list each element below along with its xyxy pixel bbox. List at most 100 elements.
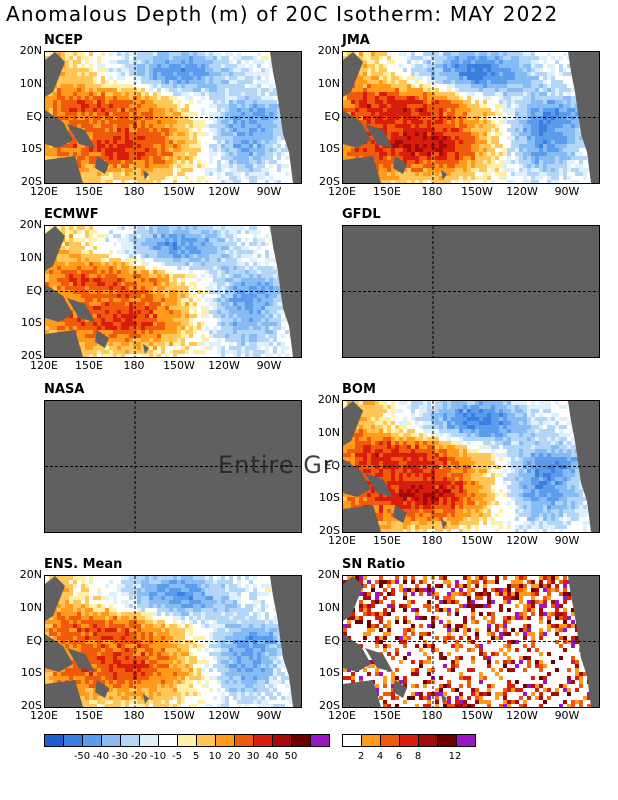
- panel-title: JMA: [342, 33, 370, 48]
- colorbar-swatch: [400, 735, 419, 746]
- overlay-text: Entire Gr: [218, 451, 334, 479]
- colorbar-tick-label: -10: [149, 751, 167, 762]
- colorbar-swatch: [178, 735, 197, 746]
- colorbar-swatch: [140, 735, 159, 746]
- colorbar-tick-label: 10: [208, 751, 222, 762]
- lat-label: 10N: [317, 76, 340, 90]
- panel-title: GFDL: [342, 207, 381, 222]
- panel-title: SN Ratio: [342, 557, 406, 572]
- depth-colorbar: [44, 734, 330, 747]
- lon-label: 120E: [328, 709, 356, 722]
- lon-label: 120W: [506, 185, 538, 198]
- colorbar-tick-label: -30: [111, 751, 129, 762]
- lon-label: 150E: [373, 534, 401, 547]
- colorbar-swatch: [235, 735, 254, 746]
- lon-label: 150W: [461, 534, 493, 547]
- lat-label: 20N: [317, 44, 340, 57]
- panel-title: ENS. Mean: [44, 557, 123, 572]
- lon-label: 120E: [30, 359, 58, 372]
- colorbar-swatch: [83, 735, 102, 746]
- lon-label: 180: [123, 709, 145, 722]
- lon-label: 90W: [256, 185, 282, 198]
- map-field-bom: [342, 400, 600, 533]
- lon-label: 180: [421, 709, 443, 722]
- lat-label: 10S: [319, 666, 340, 680]
- map-field-sn: [342, 575, 600, 708]
- lon-label: 90W: [554, 534, 580, 547]
- colorbar-tick-label: 20: [227, 751, 241, 762]
- lat-label: 20S: [319, 175, 340, 188]
- lat-label: 20N: [19, 568, 42, 581]
- lon-label: 150E: [373, 709, 401, 722]
- lon-label: 150E: [75, 709, 103, 722]
- colorbar-swatch: [45, 735, 64, 746]
- lon-label: 150W: [163, 709, 195, 722]
- lon-label: 180: [123, 185, 145, 198]
- lat-label: 20S: [319, 524, 340, 537]
- lon-label: 90W: [256, 359, 282, 372]
- lon-label: 120E: [30, 185, 58, 198]
- lon-label: 90W: [256, 709, 282, 722]
- colorbar-swatch: [457, 735, 475, 746]
- lat-label: 10N: [19, 76, 42, 90]
- colorbar-tick-label: 40: [265, 751, 279, 762]
- colorbar-swatch: [254, 735, 273, 746]
- lon-label: 120E: [328, 534, 356, 547]
- lat-label: 10S: [21, 666, 42, 680]
- colorbar-tick-label: 30: [246, 751, 260, 762]
- lon-label: 120W: [506, 534, 538, 547]
- panel-title: NASA: [44, 382, 85, 397]
- colorbar-tick-label: -20: [130, 751, 148, 762]
- colorbar-tick-label: 5: [192, 751, 200, 762]
- colorbar-swatch: [292, 735, 311, 746]
- colorbar-swatch: [273, 735, 292, 746]
- lon-label: 120E: [328, 185, 356, 198]
- panel-title: BOM: [342, 382, 376, 397]
- lat-label: 20N: [19, 44, 42, 57]
- colorbar-swatch: [419, 735, 438, 746]
- colorbar-tick-label: 8: [414, 751, 422, 762]
- lon-label: 120W: [208, 359, 240, 372]
- lat-label: 10S: [319, 491, 340, 505]
- lat-label: 20N: [19, 218, 42, 231]
- lat-label: EQ: [26, 283, 42, 297]
- colorbar-swatch: [159, 735, 178, 746]
- figure-title: Anomalous Depth (m) of 20C Isotherm: MAY…: [6, 2, 559, 26]
- lon-label: 150E: [75, 359, 103, 372]
- map-field-ecmwf: [44, 225, 302, 358]
- colorbar-swatch: [362, 735, 381, 746]
- sn-ratio-colorbar: [342, 734, 476, 747]
- lon-label: 150W: [461, 709, 493, 722]
- map-field-jma: [342, 51, 600, 184]
- lat-label: 10N: [317, 425, 340, 439]
- colorbar-tick-label: 6: [395, 751, 403, 762]
- lat-label: EQ: [26, 109, 42, 123]
- lat-label: EQ: [324, 109, 340, 123]
- colorbar-swatch: [102, 735, 121, 746]
- lon-label: 150W: [163, 185, 195, 198]
- map-no-data-nasa: [44, 400, 302, 533]
- colorbar-swatch: [343, 735, 362, 746]
- colorbar-swatch: [311, 735, 329, 746]
- lon-label: 120E: [30, 709, 58, 722]
- colorbar-tick-label: -5: [172, 751, 182, 762]
- colorbar-swatch: [438, 735, 457, 746]
- colorbar-swatch: [64, 735, 83, 746]
- colorbar-tick-label: 50: [284, 751, 298, 762]
- lon-label: 150E: [75, 185, 103, 198]
- lon-label: 180: [123, 359, 145, 372]
- lat-label: EQ: [26, 633, 42, 647]
- colorbar-tick-label: -40: [92, 751, 110, 762]
- lat-label: 20S: [21, 349, 42, 362]
- lat-label: 10S: [21, 142, 42, 156]
- lon-label: 120W: [208, 709, 240, 722]
- lat-label: 20S: [319, 699, 340, 712]
- lat-label: 10S: [21, 316, 42, 330]
- lat-label: 20N: [317, 393, 340, 406]
- lon-label: 120W: [208, 185, 240, 198]
- lon-label: 180: [421, 534, 443, 547]
- lon-label: 120W: [506, 709, 538, 722]
- lat-label: 10N: [19, 250, 42, 264]
- lon-label: 90W: [554, 709, 580, 722]
- map-field-ens: [44, 575, 302, 708]
